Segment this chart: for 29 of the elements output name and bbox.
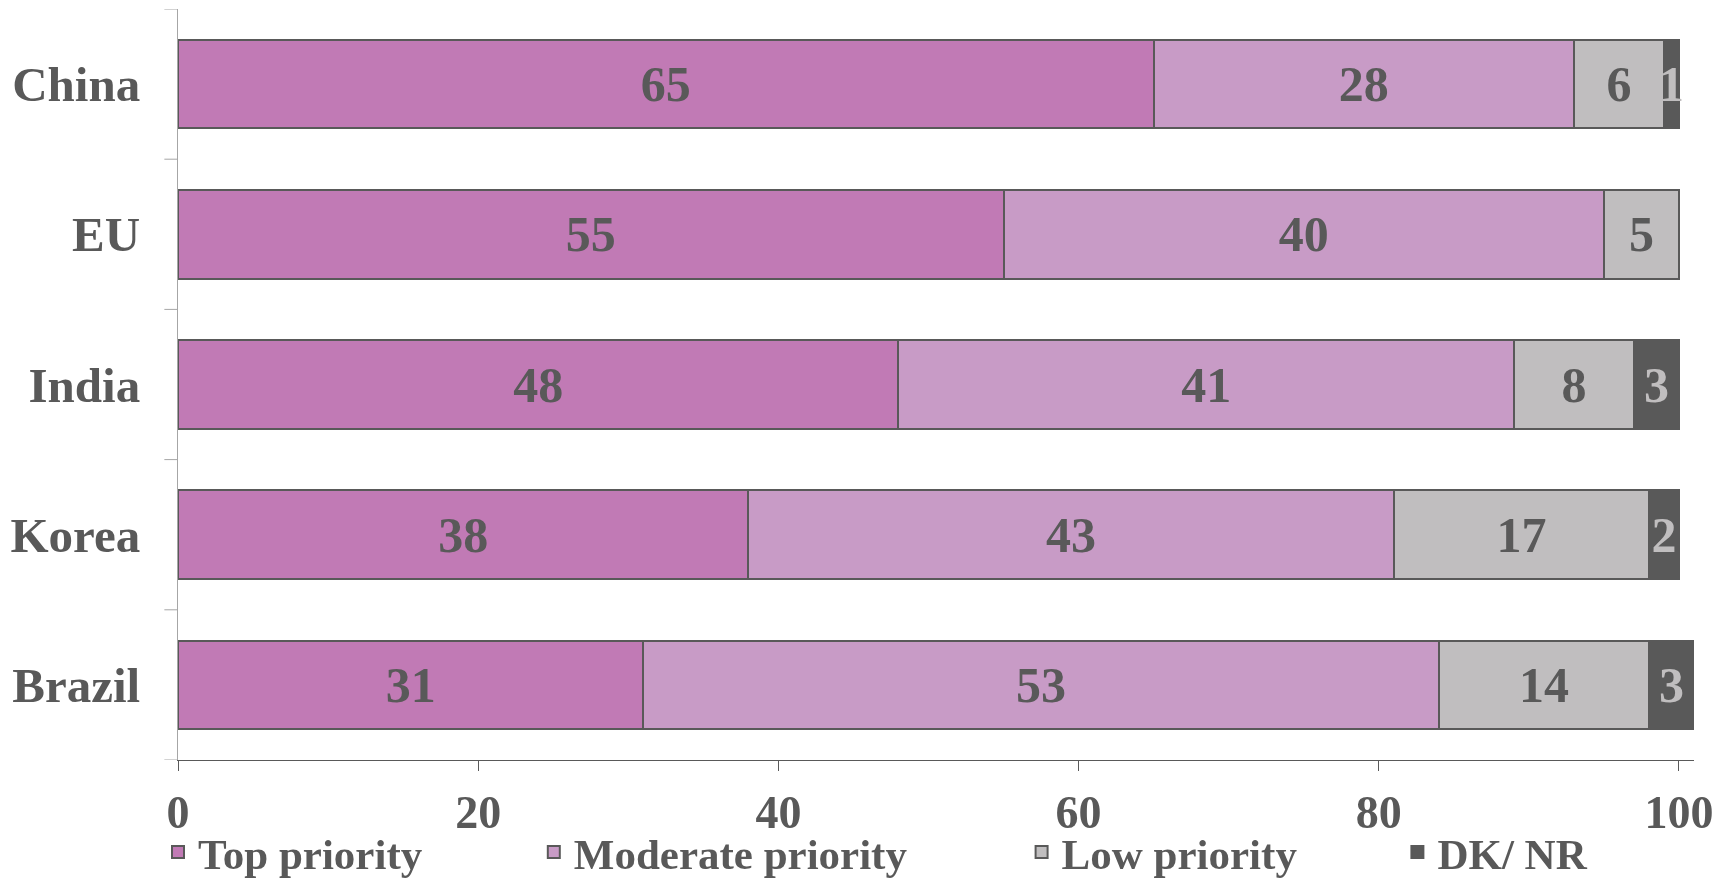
x-tick-label: 0 [166,787,190,839]
x-tick-label: 20 [455,787,502,839]
y-tick-label: Brazil [12,658,141,714]
data-label: 3 [1658,656,1684,713]
y-tick-label: India [28,357,141,413]
data-label: 28 [1338,56,1389,113]
data-label: 8 [1561,356,1587,413]
data-label: 65 [640,56,691,113]
y-tick-label: China [12,57,141,113]
data-label: 31 [385,656,436,713]
data-label: 48 [513,356,564,413]
legend-label: Top priority [198,830,423,878]
data-label: 14 [1518,656,1569,713]
data-label: 43 [1046,506,1097,563]
data-label: 5 [1628,206,1654,263]
x-tick-label: 80 [1355,787,1402,839]
data-label: 41 [1181,356,1232,413]
y-tick-label: Korea [10,507,141,563]
data-label: 6 [1606,56,1632,113]
legend-label: DK/ NR [1437,830,1588,878]
data-label: 38 [438,506,489,563]
data-label: 3 [1643,356,1669,413]
data-label: 17 [1496,506,1547,563]
data-label: 2 [1651,506,1677,563]
data-label: 55 [565,206,616,263]
x-tick-label: 100 [1644,787,1714,839]
data-label: 53 [1016,656,1067,713]
data-label: 40 [1278,206,1329,263]
y-tick-label: EU [72,207,141,263]
